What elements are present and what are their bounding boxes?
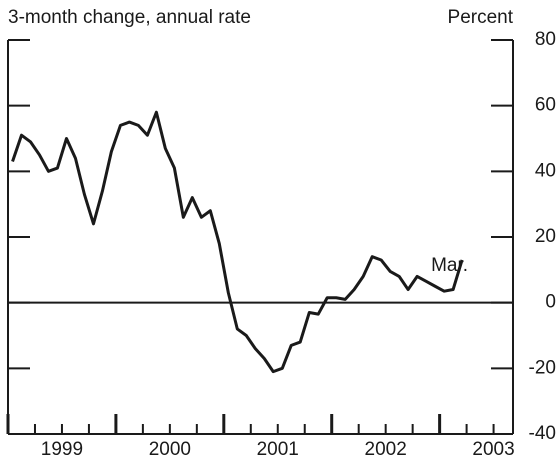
y-tick-label: 40	[535, 160, 556, 181]
x-tick-label: 2002	[365, 439, 407, 460]
subtitle: 3-month change, annual rate	[8, 7, 251, 28]
y-tick-label: 0	[545, 292, 556, 313]
x-tick-label: 1999	[41, 439, 83, 460]
y-axis-label: Percent	[448, 7, 514, 28]
x-tick-label: 2001	[257, 439, 299, 460]
annotation: Mar.	[431, 255, 468, 276]
line-series	[11, 110, 464, 374]
x-tick-label: 2003	[472, 439, 514, 460]
x-tick-label: 2000	[149, 439, 191, 460]
y-tick-label: -20	[529, 357, 556, 378]
y-tick-label: -40	[529, 423, 556, 444]
y-tick-label: 60	[535, 95, 556, 116]
y-tick-label: 80	[535, 29, 556, 50]
y-tick-label: 20	[535, 226, 556, 247]
